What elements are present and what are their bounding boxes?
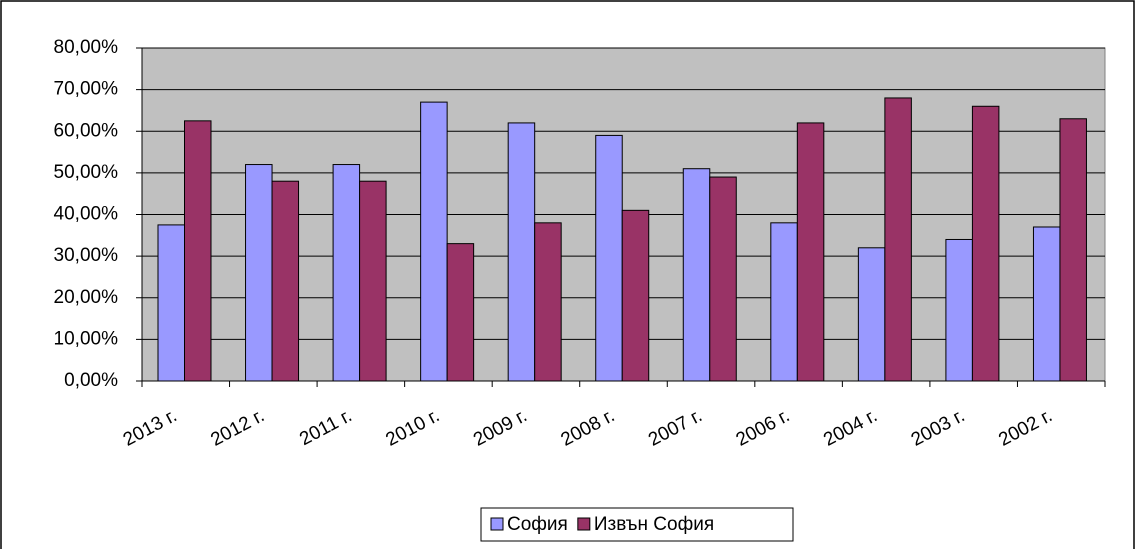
bar bbox=[884, 97, 912, 382]
legend-label: София bbox=[507, 514, 568, 535]
bar bbox=[621, 209, 650, 382]
legend-swatch bbox=[577, 517, 591, 531]
bar bbox=[1059, 118, 1087, 382]
bar bbox=[332, 164, 361, 382]
y-tick-label: 60,00% bbox=[54, 120, 119, 141]
bar bbox=[595, 134, 623, 382]
bar bbox=[770, 222, 798, 382]
legend-label: Извън София bbox=[594, 514, 714, 535]
y-tick-label: 30,00% bbox=[54, 245, 119, 266]
bar bbox=[796, 122, 825, 382]
y-tick-label: 20,00% bbox=[54, 287, 119, 308]
legend-swatch bbox=[490, 517, 504, 531]
y-tick-label: 10,00% bbox=[54, 328, 119, 349]
y-tick-label: 80,00% bbox=[54, 37, 119, 58]
bar bbox=[245, 164, 273, 382]
bar bbox=[971, 105, 1000, 382]
legend-box bbox=[480, 507, 794, 542]
bar bbox=[271, 180, 300, 382]
bar bbox=[184, 120, 212, 382]
y-tick-label: 0,00% bbox=[64, 370, 118, 391]
y-tick-label: 40,00% bbox=[54, 204, 119, 225]
bar bbox=[682, 168, 711, 382]
bar bbox=[446, 243, 475, 382]
y-tick-label: 70,00% bbox=[54, 79, 119, 100]
bar bbox=[420, 101, 448, 382]
y-tick-label: 50,00% bbox=[54, 162, 119, 183]
bar bbox=[157, 224, 185, 382]
bar bbox=[507, 122, 536, 382]
bar bbox=[857, 247, 886, 382]
bar bbox=[534, 222, 562, 382]
bar bbox=[1032, 226, 1061, 382]
bar bbox=[709, 176, 737, 382]
bar bbox=[359, 180, 387, 382]
bar bbox=[945, 238, 973, 382]
